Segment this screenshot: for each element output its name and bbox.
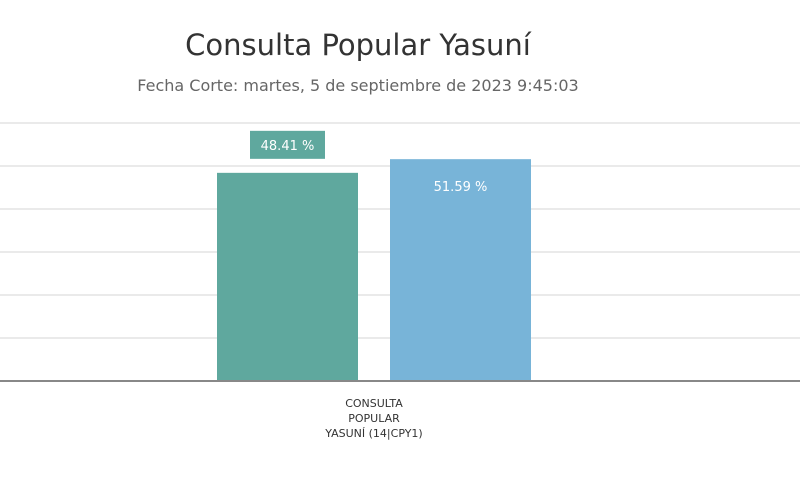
x-category-label: CONSULTA POPULAR YASUNÍ (14|CPY1)	[274, 396, 474, 441]
bar-series-2	[390, 159, 531, 381]
data-label-series-1: 48.41 %	[261, 139, 315, 154]
data-label-series-2: 51.59 %	[434, 180, 488, 195]
bar-series-1	[217, 172, 358, 381]
x-category-label-line-1: CONSULTA	[345, 397, 403, 410]
data-label-box-series-1	[250, 130, 325, 159]
chart-subtitle: Fecha Corte: martes, 5 de septiembre de …	[137, 76, 579, 95]
x-category-label-line-2: POPULAR	[348, 412, 400, 425]
chart-title: Consulta Popular Yasuní	[185, 28, 531, 62]
x-category-label-line-3: YASUNÍ (14|CPY1)	[325, 427, 423, 440]
